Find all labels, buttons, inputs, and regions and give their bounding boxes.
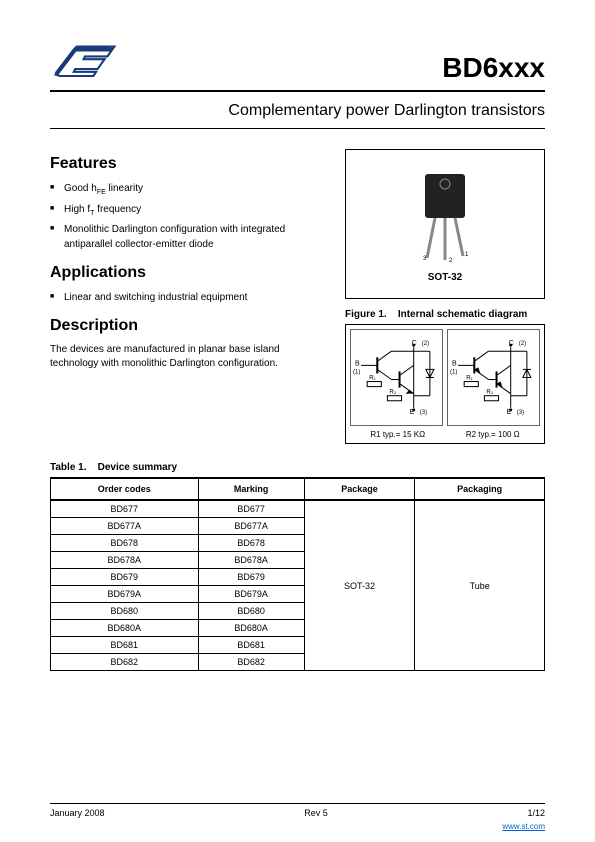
svg-text:R₁: R₁ <box>369 376 375 382</box>
svg-text:(2): (2) <box>422 341 429 347</box>
features-list: Good hFE linearity High fT frequency Mon… <box>50 181 325 252</box>
col-package: Package <box>304 478 415 500</box>
content-columns: Features Good hFE linearity High fT freq… <box>50 149 545 444</box>
footer-url[interactable]: www.st.com <box>502 822 545 831</box>
schematic-pnp: B (1) C (2) E (3) <box>447 329 540 426</box>
feature-item: Good hFE linearity <box>50 181 325 199</box>
svg-text:1: 1 <box>465 252 469 258</box>
package-icon: 1 2 3 <box>405 166 485 266</box>
device-summary-table: Order codes Marking Package Packaging BD… <box>50 477 545 671</box>
st-logo <box>50 40 120 84</box>
subtitle: Complementary power Darlington transisto… <box>50 102 545 129</box>
footer-date: January 2008 <box>50 808 105 818</box>
col-order-codes: Order codes <box>51 478 199 500</box>
application-item: Linear and switching industrial equipmen… <box>50 290 325 305</box>
svg-text:R₁: R₁ <box>466 376 472 382</box>
applications-list: Linear and switching industrial equipmen… <box>50 290 325 305</box>
svg-text:R₂: R₂ <box>486 390 493 396</box>
feature-item: Monolithic Darlington configuration with… <box>50 222 325 252</box>
applications-heading: Applications <box>50 264 325 282</box>
col-marking: Marking <box>198 478 304 500</box>
svg-text:2: 2 <box>449 258 453 264</box>
features-heading: Features <box>50 155 325 173</box>
right-column: 1 2 3 SOT-32 Figure 1. Internal schemati… <box>345 149 545 444</box>
svg-text:B: B <box>355 360 360 367</box>
table1-caption: Table 1. Device summary <box>50 462 545 473</box>
svg-text:R₂: R₂ <box>389 390 396 396</box>
footer-page: 1/12 <box>527 808 545 818</box>
schematic-diagram: B (1) C (2) E (3) <box>345 324 545 444</box>
feature-item: High fT frequency <box>50 202 325 220</box>
schematic-r-labels: R1 typ.= 15 KΩ R2 typ.= 100 Ω <box>350 430 540 439</box>
main-title: BD6xxx <box>442 52 545 84</box>
left-column: Features Good hFE linearity High fT freq… <box>50 149 325 444</box>
footer-rev: Rev 5 <box>304 808 328 818</box>
svg-text:B: B <box>452 360 457 367</box>
svg-text:(2): (2) <box>519 341 526 347</box>
table-row: BD677BD677SOT-32Tube <box>51 500 545 518</box>
package-figure: 1 2 3 SOT-32 <box>345 149 545 299</box>
description-text: The devices are manufactured in planar b… <box>50 343 325 371</box>
package-label: SOT-32 <box>428 272 462 283</box>
header: BD6xxx <box>50 40 545 92</box>
svg-text:(1): (1) <box>353 369 360 375</box>
figure1-caption: Figure 1. Internal schematic diagram <box>345 309 545 320</box>
description-heading: Description <box>50 317 325 335</box>
svg-text:(1): (1) <box>450 369 457 375</box>
svg-text:(3): (3) <box>420 410 427 416</box>
col-packaging: Packaging <box>415 478 545 500</box>
schematic-npn: B (1) C (2) E (3) <box>350 329 443 426</box>
svg-text:(3): (3) <box>517 410 524 416</box>
page-footer: January 2008 Rev 5 1/12 www.st.com <box>50 803 545 818</box>
